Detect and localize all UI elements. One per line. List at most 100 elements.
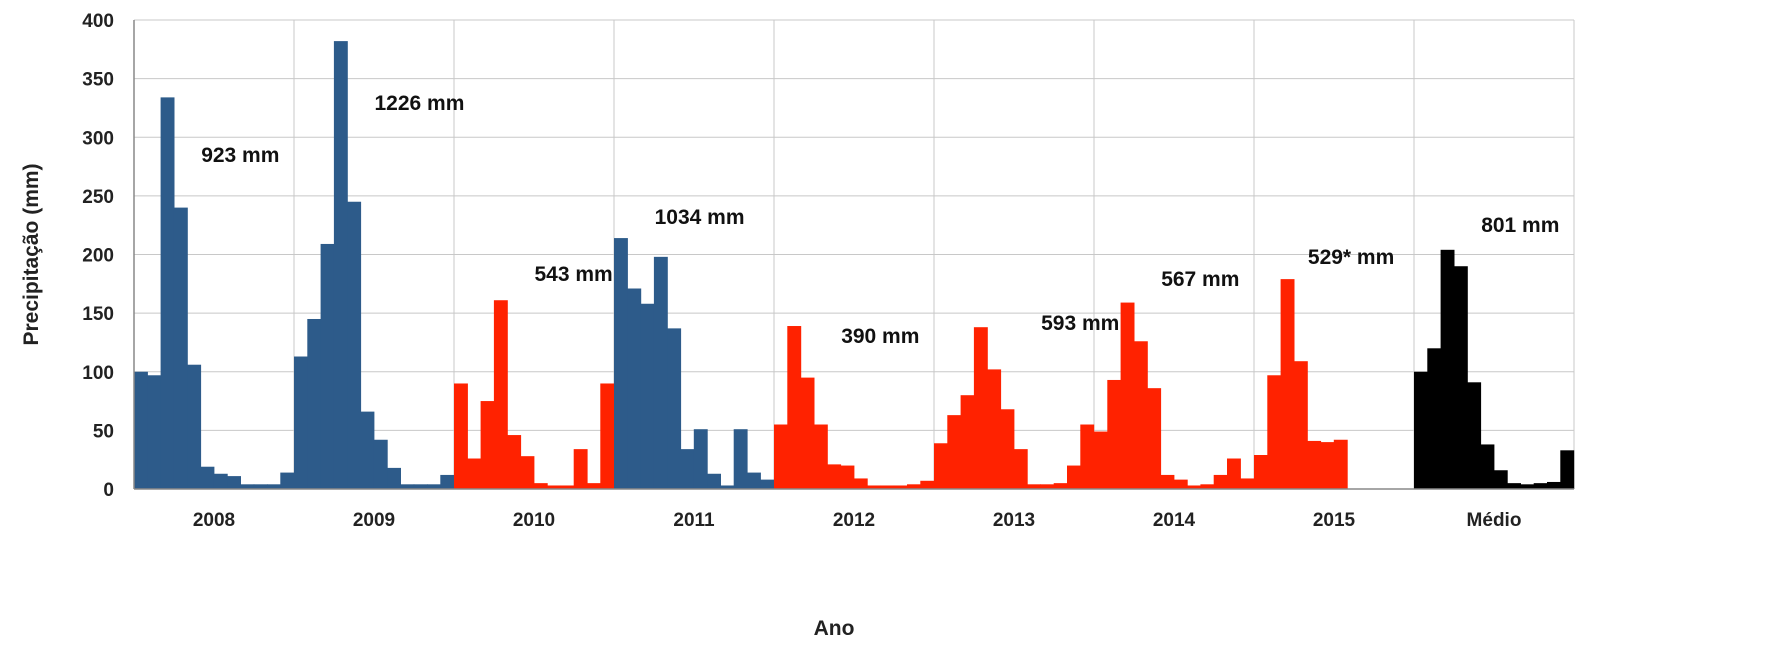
- bar-2014-m1: [1094, 431, 1108, 489]
- bar-2014-m2: [1107, 379, 1122, 489]
- gridlines: [133, 19, 1575, 489]
- bar-2012-m3: [800, 377, 815, 489]
- bar-Médio-m12: [1560, 450, 1575, 489]
- bar-2012-m4: [813, 424, 828, 489]
- bar-2012-m2: [787, 326, 802, 489]
- annual-total-label: 1226 mm: [375, 92, 465, 115]
- bar-2013-m12: [1080, 424, 1095, 489]
- bar-Médio-m4: [1453, 266, 1468, 489]
- bar-2015-m5: [1307, 440, 1322, 489]
- x-tick-label: 2009: [353, 510, 395, 531]
- bar-2011-m10: [733, 429, 748, 489]
- bar-2010-m9: [560, 485, 575, 489]
- bar-2013-m2: [947, 415, 962, 489]
- bar-2008-m3: [160, 97, 175, 489]
- bar-2008-m11: [267, 484, 281, 489]
- bar-2012-m9: [880, 485, 895, 489]
- labels: 0 50 100 150 200 250 300 350 400 2008 923 mm 2009 12…: [82, 11, 1559, 531]
- bar-Médio-m3: [1440, 249, 1455, 489]
- bar-2011-m8: [707, 473, 721, 489]
- bar-2010-m10: [573, 449, 588, 489]
- bar-2011-m11: [747, 472, 761, 489]
- annual-total-label: 1034 mm: [655, 206, 745, 229]
- bar-2008-m7: [213, 473, 228, 489]
- bar-2012-m8: [867, 485, 881, 489]
- bar-2008-m5: [187, 364, 202, 489]
- y-tick-label: 100: [82, 363, 114, 384]
- bar-2011-m7: [693, 429, 708, 489]
- bar-2015-m6: [1320, 442, 1335, 489]
- bar-2014-m12: [1240, 478, 1255, 489]
- bar-2013-m5: [987, 369, 1002, 489]
- y-tick-label: 150: [82, 304, 114, 325]
- bar-2013-m4: [973, 327, 988, 489]
- bar-2012-m5: [827, 464, 842, 489]
- bar-2013-m8: [1027, 484, 1041, 489]
- bar-2013-m3: [960, 395, 975, 489]
- y-tick-label: 250: [82, 187, 114, 208]
- annual-total-label: 801 mm: [1481, 214, 1559, 237]
- bar-2010-m1: [454, 383, 468, 489]
- bar-2014-m11: [1227, 458, 1241, 489]
- bar-2008-m9: [240, 484, 255, 489]
- bar-2009-m12: [440, 474, 455, 489]
- bar-2013-m11: [1067, 465, 1081, 489]
- bar-2009-m4: [333, 41, 348, 490]
- bar-Médio-m1: [1414, 371, 1428, 489]
- bar-2012-m12: [920, 480, 935, 489]
- annual-total-label: 923 mm: [201, 144, 279, 167]
- bar-Médio-m6: [1480, 444, 1495, 489]
- bar-Médio-m7: [1493, 470, 1508, 489]
- bar-Médio-m5: [1467, 382, 1482, 489]
- bar-2009-m11: [427, 484, 441, 489]
- bar-2010-m6: [520, 456, 535, 489]
- bar-2010-m8: [547, 485, 561, 489]
- bar-2008-m8: [227, 476, 241, 489]
- bar-2008-m1: [134, 371, 148, 489]
- bar-2008-m10: [253, 484, 268, 489]
- bar-2013-m1: [934, 443, 948, 489]
- bar-2009-m8: [387, 467, 401, 489]
- bar-2012-m10: [893, 485, 908, 489]
- bar-2014-m10: [1213, 474, 1228, 489]
- annual-total-label: 390 mm: [841, 325, 919, 348]
- annual-total-label: 543 mm: [535, 263, 613, 286]
- bar-2009-m6: [360, 411, 375, 489]
- y-axis-title: Precipitação (mm): [20, 163, 43, 345]
- bar-2013-m6: [1000, 409, 1015, 489]
- bar-2014-m6: [1160, 474, 1175, 489]
- bar-2010-m3: [480, 401, 495, 489]
- x-tick-label: Médio: [1467, 510, 1522, 531]
- bar-2009-m3: [320, 243, 335, 489]
- bar-2014-m8: [1187, 485, 1201, 489]
- bar-2010-m12: [600, 383, 615, 489]
- bar-Médio-m2: [1427, 348, 1442, 489]
- bar-2009-m5: [347, 201, 362, 490]
- annual-total-label: 567 mm: [1161, 268, 1239, 291]
- bar-2009-m1: [294, 356, 308, 489]
- bar-2010-m2: [467, 458, 482, 489]
- bar-2012-m6: [840, 465, 855, 489]
- x-tick-label: 2014: [1153, 510, 1196, 531]
- bars: [134, 41, 1575, 490]
- bar-2014-m9: [1200, 484, 1215, 489]
- x-tick-label: 2008: [193, 510, 235, 531]
- bar-2015-m3: [1280, 279, 1295, 489]
- y-tick-label: 0: [103, 480, 114, 501]
- x-tick-label: 2013: [993, 510, 1035, 531]
- bar-Médio-m8: [1507, 483, 1521, 489]
- bar-2008-m6: [200, 466, 215, 489]
- bar-2011-m9: [720, 485, 735, 489]
- bar-2014-m4: [1133, 341, 1148, 489]
- bar-2012-m11: [907, 484, 921, 489]
- y-tick-label: 400: [82, 11, 114, 32]
- bar-2009-m9: [400, 484, 415, 489]
- bar-2010-m11: [587, 483, 601, 489]
- bar-2014-m7: [1173, 479, 1188, 489]
- x-tick-label: 2015: [1313, 510, 1356, 531]
- bar-2008-m2: [147, 375, 162, 489]
- bar-2009-m10: [413, 484, 428, 489]
- bar-2010-m4: [493, 300, 508, 489]
- y-tick-label: 300: [82, 128, 114, 149]
